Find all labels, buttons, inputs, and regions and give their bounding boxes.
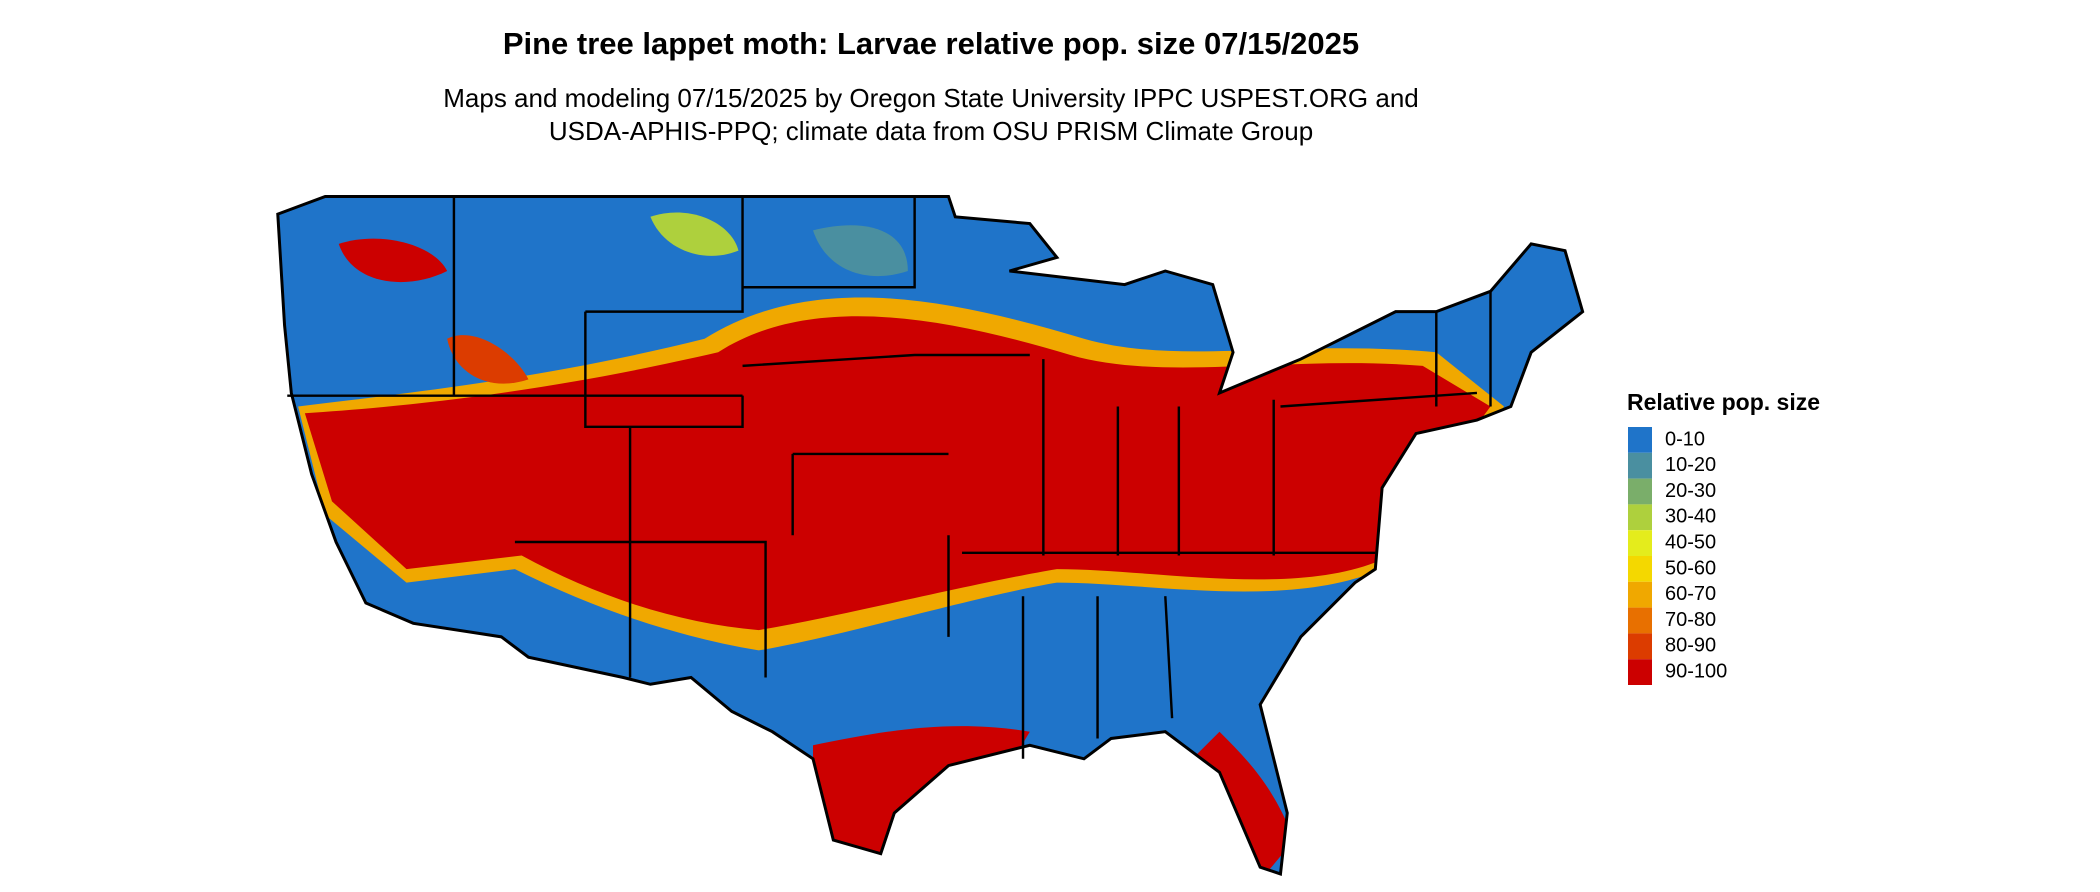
legend-swatch (1628, 478, 1652, 505)
legend-label: 40-50 (1665, 531, 1716, 553)
legend-swatch (1628, 530, 1652, 556)
legend-label: 60-70 (1665, 583, 1716, 605)
legend: 0-10 10-20 20-30 30-40 40-50 50-60 60-70 70-80 8… (1628, 427, 1727, 685)
legend-swatch (1628, 452, 1652, 479)
legend-label: 90-100 (1665, 660, 1727, 682)
legend-label: 70-80 (1665, 609, 1716, 631)
legend-swatch (1628, 607, 1652, 634)
legend-swatch (1628, 556, 1652, 582)
legend-label: 30-40 (1665, 506, 1716, 528)
legend-swatch (1628, 633, 1652, 660)
legend-label: 0-10 (1665, 428, 1705, 450)
us-map (276, 194, 1585, 876)
legend-label: 80-90 (1665, 635, 1716, 657)
legend-label: 20-30 (1665, 480, 1716, 502)
legend-swatch (1628, 581, 1652, 608)
legend-swatch (1628, 659, 1652, 685)
legend-swatch (1628, 504, 1652, 531)
title: Pine tree lappet moth: Larvae relative p… (503, 26, 1359, 61)
subtitle: USDA-APHIS-PPQ; climate data from OSU PR… (549, 116, 1313, 146)
legend-label: 50-60 (1665, 557, 1716, 579)
subtitle: Maps and modeling 07/15/2025 by Oregon S… (443, 83, 1419, 113)
legend-title: Relative pop. size (1627, 389, 1820, 415)
legend-swatch (1628, 427, 1652, 453)
legend-label: 10-20 (1665, 454, 1716, 476)
